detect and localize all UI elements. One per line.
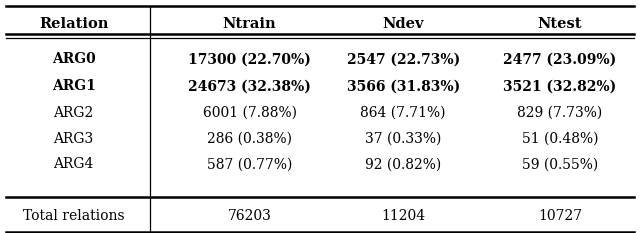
Text: 76203: 76203	[228, 209, 271, 223]
Text: 51 (0.48%): 51 (0.48%)	[522, 132, 598, 146]
Text: 2547 (22.73%): 2547 (22.73%)	[347, 52, 460, 66]
Text: ARG0: ARG0	[52, 52, 95, 66]
Text: Total relations: Total relations	[23, 209, 124, 223]
Text: 11204: 11204	[381, 209, 425, 223]
Text: ARG4: ARG4	[53, 157, 94, 171]
Text: 10727: 10727	[538, 209, 582, 223]
Text: ARG2: ARG2	[54, 106, 93, 120]
Text: Ntest: Ntest	[538, 17, 582, 31]
Text: Ndev: Ndev	[383, 17, 424, 31]
Text: ARG1: ARG1	[52, 79, 95, 93]
Text: 24673 (32.38%): 24673 (32.38%)	[188, 79, 311, 93]
Text: Ntrain: Ntrain	[223, 17, 276, 31]
Text: 864 (7.71%): 864 (7.71%)	[360, 106, 446, 120]
Text: Relation: Relation	[39, 17, 108, 31]
Text: 59 (0.55%): 59 (0.55%)	[522, 157, 598, 171]
Text: 3566 (31.83%): 3566 (31.83%)	[347, 79, 460, 93]
Text: 17300 (22.70%): 17300 (22.70%)	[188, 52, 311, 66]
Text: 3521 (32.82%): 3521 (32.82%)	[504, 79, 616, 93]
Text: ARG3: ARG3	[54, 132, 93, 146]
Text: 2477 (23.09%): 2477 (23.09%)	[504, 52, 616, 66]
Text: 92 (0.82%): 92 (0.82%)	[365, 157, 442, 171]
Text: 829 (7.73%): 829 (7.73%)	[517, 106, 603, 120]
Text: 6001 (7.88%): 6001 (7.88%)	[203, 106, 296, 120]
Text: 37 (0.33%): 37 (0.33%)	[365, 132, 442, 146]
Text: 286 (0.38%): 286 (0.38%)	[207, 132, 292, 146]
Text: 587 (0.77%): 587 (0.77%)	[207, 157, 292, 171]
